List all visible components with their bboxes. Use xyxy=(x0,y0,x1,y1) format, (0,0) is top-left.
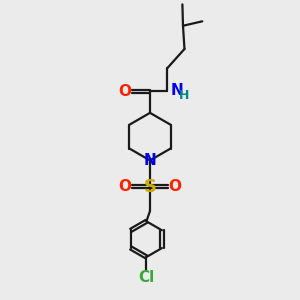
Text: Cl: Cl xyxy=(138,270,154,285)
Text: O: O xyxy=(118,84,131,99)
Text: N: N xyxy=(144,153,156,168)
Text: O: O xyxy=(118,179,131,194)
Text: S: S xyxy=(143,178,157,196)
Text: H: H xyxy=(179,89,190,102)
Text: O: O xyxy=(169,179,182,194)
Text: N: N xyxy=(170,83,183,98)
